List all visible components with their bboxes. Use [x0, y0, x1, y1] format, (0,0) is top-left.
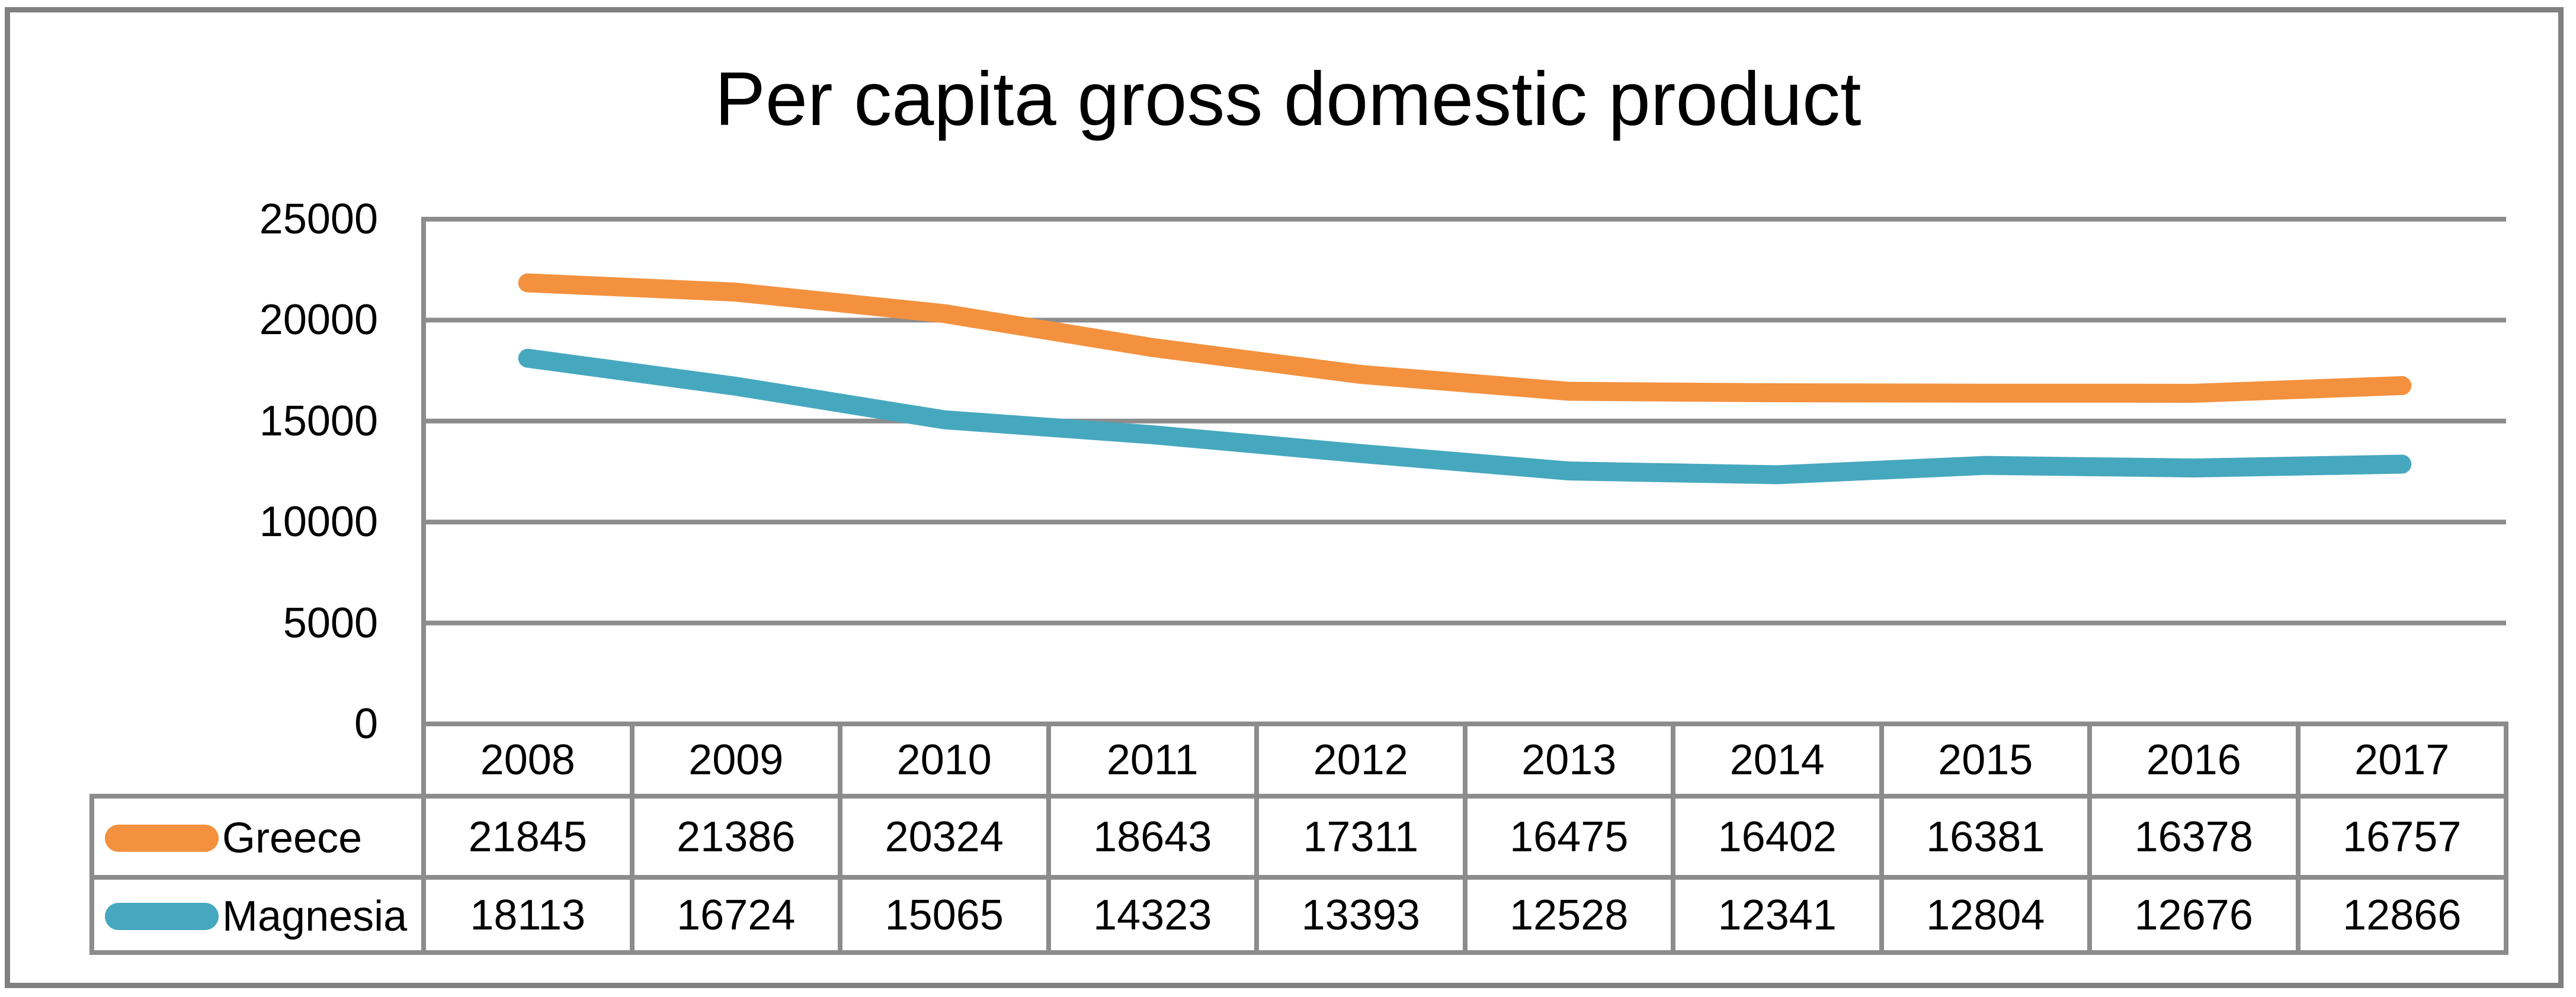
y-axis-tick-label-15000: 15000 — [259, 397, 378, 445]
value-cell-greece-2014: 16402 — [1671, 794, 1884, 880]
value-cell-magnesia-2015: 12804 — [1879, 875, 2092, 955]
value-cell-greece-2009: 21386 — [629, 794, 842, 880]
chart-title: Per capita gross domestic product — [715, 57, 1861, 142]
value-cell-greece-2012: 17311 — [1254, 794, 1468, 880]
value-cell-greece-2008: 21845 — [421, 794, 635, 880]
value-cell-greece-2016: 16378 — [2087, 794, 2301, 880]
value-cell-magnesia-2017: 12866 — [2295, 875, 2508, 955]
year-header-cell-2015: 2015 — [1879, 722, 2092, 799]
table-row-magnesia: Magnesia 18113 16724 15065 14323 13393 12528 12… — [89, 875, 2508, 955]
legend-label-greece: Greece — [222, 814, 363, 862]
y-axis-tick-label-0: 0 — [354, 700, 378, 748]
year-header-cell-2009: 2009 — [629, 722, 842, 799]
year-header-cell-2013: 2013 — [1462, 722, 1675, 799]
value-cell-greece-2017: 16757 — [2295, 794, 2508, 880]
value-cell-greece-2011: 18643 — [1046, 794, 1259, 880]
table-corner-empty — [92, 724, 424, 796]
value-cell-magnesia-2008: 18113 — [421, 875, 635, 955]
year-header-cell-2016: 2016 — [2087, 722, 2301, 799]
value-cell-magnesia-2014: 12341 — [1671, 875, 1884, 955]
magnesia-series-swatch-icon — [105, 902, 219, 930]
year-header-cell-2008: 2008 — [421, 722, 635, 799]
table-row-greece: Greece 21845 21386 20324 18643 17311 16475 1640… — [89, 794, 2508, 880]
year-header-cell-2017: 2017 — [2295, 722, 2508, 799]
value-cell-greece-2010: 20324 — [838, 794, 1051, 880]
legend-cell-greece: Greece — [89, 794, 426, 880]
y-axis-tick-label-5000: 5000 — [283, 599, 378, 647]
value-cell-magnesia-2012: 13393 — [1254, 875, 1468, 955]
legend-cell-magnesia: Magnesia — [89, 875, 426, 955]
value-cell-magnesia-2011: 14323 — [1046, 875, 1259, 955]
legend-label-magnesia: Magnesia — [222, 892, 408, 940]
value-cell-greece-2013: 16475 — [1462, 794, 1675, 880]
value-cell-magnesia-2010: 15065 — [838, 875, 1051, 955]
data-table: 2008 2009 2010 2011 2012 2013 2014 2015 2016 2017… — [89, 722, 2508, 955]
value-cell-magnesia-2013: 12528 — [1462, 875, 1675, 955]
y-axis: 0 5000 10000 15000 20000 25000 — [0, 0, 378, 997]
year-header-cell-2012: 2012 — [1254, 722, 1468, 799]
year-header-cell-2011: 2011 — [1046, 722, 1259, 799]
value-cell-greece-2015: 16381 — [1879, 794, 2092, 880]
year-header-cell-2014: 2014 — [1671, 722, 1884, 799]
y-axis-tick-label-25000: 25000 — [259, 195, 378, 243]
greece-series-swatch-icon — [105, 824, 219, 852]
value-cell-magnesia-2009: 16724 — [629, 875, 842, 955]
y-axis-tick-label-20000: 20000 — [259, 296, 378, 344]
greece-series-line — [518, 273, 2412, 403]
value-cell-magnesia-2016: 12676 — [2087, 875, 2301, 955]
y-axis-tick-label-10000: 10000 — [259, 498, 378, 546]
year-header-cell-2010: 2010 — [838, 722, 1051, 799]
magnesia-series-line — [518, 348, 2412, 485]
